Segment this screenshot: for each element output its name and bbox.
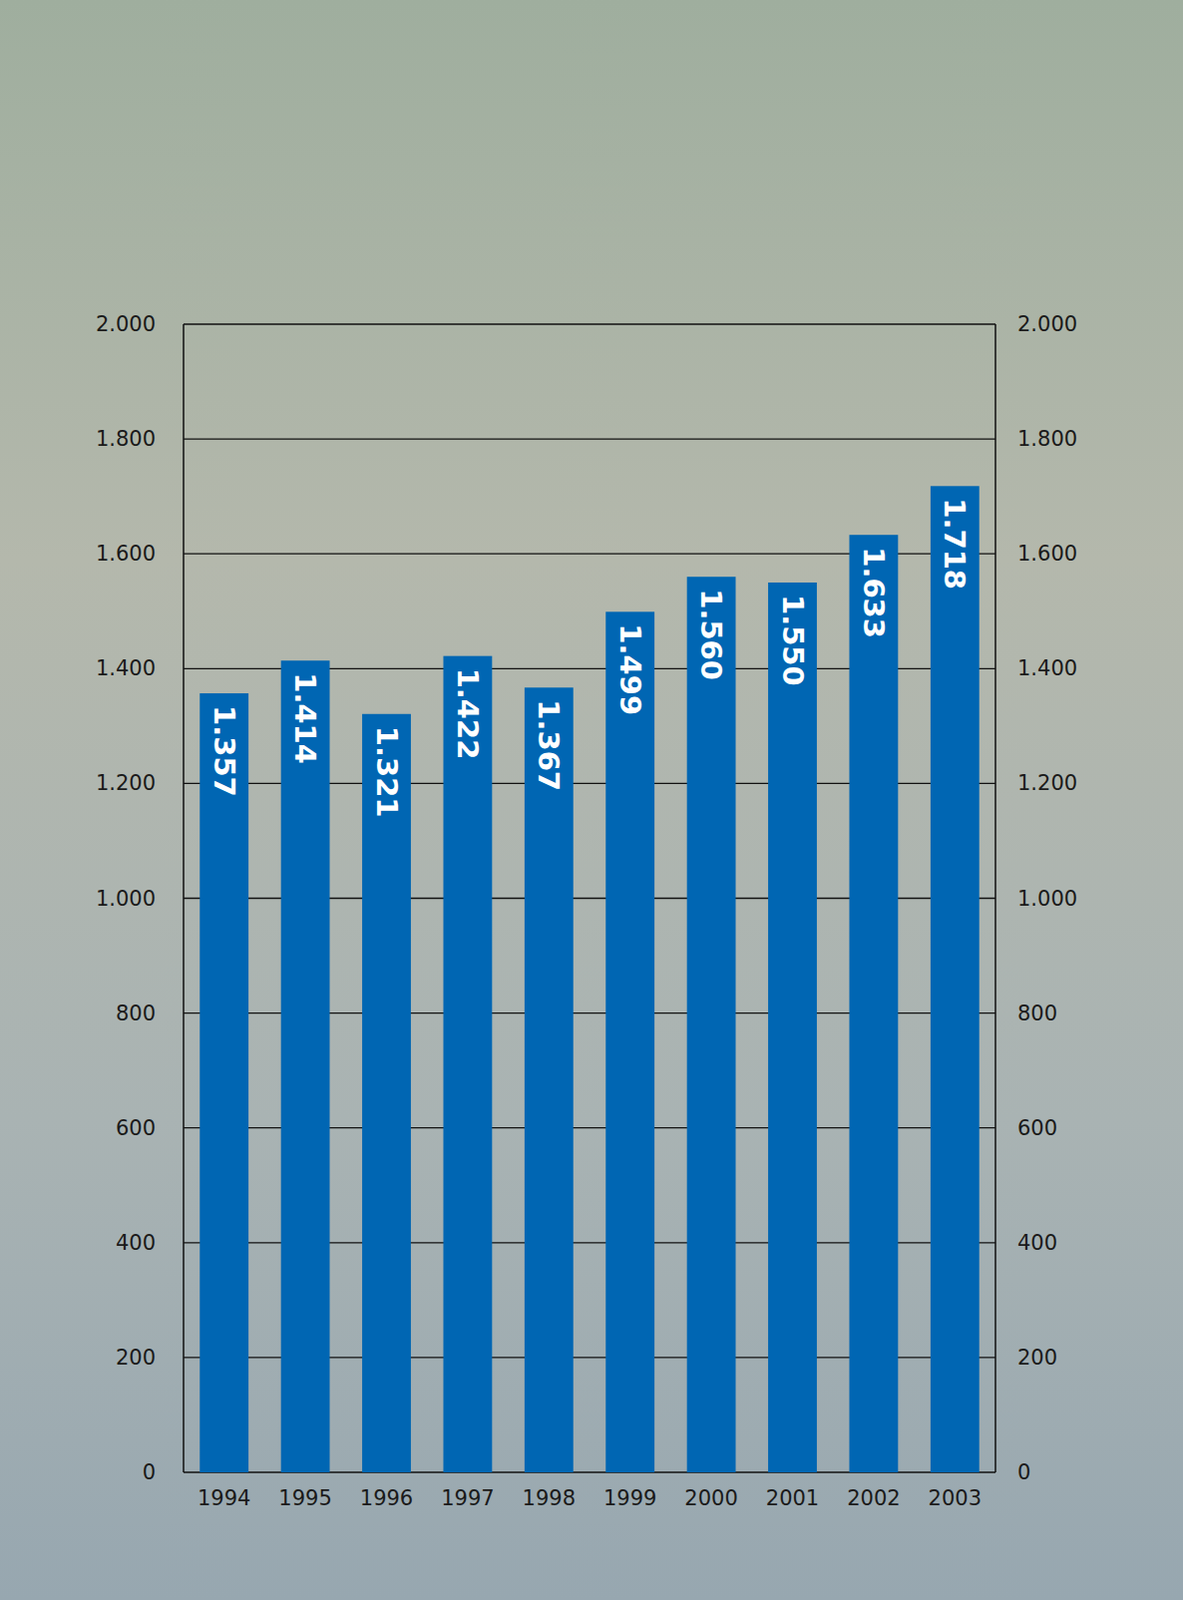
y-tick-label-right: 400 bbox=[1017, 1230, 1058, 1255]
data-label: 1.414 bbox=[288, 672, 323, 765]
y-tick-label: 1.800 bbox=[95, 426, 156, 451]
y-tick-label-right: 0 bbox=[1017, 1460, 1031, 1485]
x-tick-label: 2001 bbox=[766, 1486, 819, 1511]
y-tick-label-right: 1.600 bbox=[1017, 541, 1078, 566]
y-tick-label-right: 800 bbox=[1017, 1001, 1058, 1026]
bar bbox=[199, 693, 249, 1473]
y-tick-label: 2.000 bbox=[95, 312, 156, 337]
y-tick-label: 1.000 bbox=[95, 886, 156, 911]
x-tick-label: 1999 bbox=[603, 1486, 657, 1511]
y-tick-label: 0 bbox=[142, 1460, 156, 1485]
bar bbox=[848, 534, 898, 1473]
y-tick-label-right: 200 bbox=[1017, 1345, 1058, 1370]
bars bbox=[199, 485, 979, 1473]
y-tick-label: 1.600 bbox=[95, 541, 156, 566]
y-tick-label: 1.200 bbox=[95, 771, 156, 795]
x-tick-label: 1995 bbox=[278, 1486, 332, 1511]
data-label: 1.357 bbox=[207, 705, 242, 797]
bar bbox=[281, 660, 331, 1473]
x-tick-label: 1998 bbox=[522, 1486, 576, 1511]
chart: 0 0 200 200 400 400 600 600 800 800 1.000 1.000 1.20… bbox=[0, 0, 1183, 1600]
grid-line bbox=[183, 437, 996, 439]
data-label: 1.422 bbox=[450, 668, 485, 761]
y-tick-label: 200 bbox=[115, 1345, 156, 1370]
x-tick-label: 2000 bbox=[684, 1486, 738, 1511]
y-tick-label-right: 2.000 bbox=[1017, 312, 1078, 337]
background bbox=[0, 0, 1183, 1600]
y-tick-label-right: 1.400 bbox=[1017, 656, 1078, 681]
data-label: 1.718 bbox=[937, 497, 972, 590]
grid-line bbox=[183, 323, 996, 325]
x-tick-label: 2002 bbox=[846, 1486, 900, 1511]
y-axis-line bbox=[182, 324, 185, 1473]
y-tick-label: 600 bbox=[115, 1116, 156, 1141]
x-tick-label: 1997 bbox=[440, 1486, 494, 1511]
data-label: 1.550 bbox=[776, 594, 810, 687]
bar bbox=[768, 582, 817, 1473]
x-tick-label: 1996 bbox=[360, 1486, 413, 1511]
bar bbox=[687, 576, 737, 1473]
bar bbox=[930, 485, 980, 1473]
data-label: 1.367 bbox=[531, 699, 566, 791]
bar bbox=[362, 714, 411, 1473]
x-tick-label: 1994 bbox=[197, 1486, 251, 1511]
data-label: 1.633 bbox=[856, 546, 891, 639]
y-tick-label: 800 bbox=[115, 1001, 156, 1026]
y-tick-label-right: 1.800 bbox=[1017, 426, 1078, 451]
x-tick-label: 2003 bbox=[928, 1486, 982, 1511]
data-label: 1.499 bbox=[613, 623, 648, 716]
data-label: 1.321 bbox=[370, 726, 404, 818]
bar bbox=[442, 656, 492, 1473]
y-tick-label-right: 1.200 bbox=[1017, 771, 1078, 795]
data-labels: 1.357 1.414 1.321 1.422 1.367 1.499 1.560 1.550… bbox=[207, 497, 973, 817]
y-tick-label-right: 1.000 bbox=[1017, 886, 1078, 911]
bar bbox=[524, 687, 574, 1473]
data-label: 1.560 bbox=[694, 588, 729, 681]
y-tick-label-right: 600 bbox=[1017, 1116, 1058, 1141]
y-axis-line-right bbox=[994, 324, 997, 1473]
y-tick-label: 400 bbox=[115, 1230, 156, 1255]
bar bbox=[605, 611, 655, 1473]
y-tick-label: 1.400 bbox=[95, 656, 156, 681]
